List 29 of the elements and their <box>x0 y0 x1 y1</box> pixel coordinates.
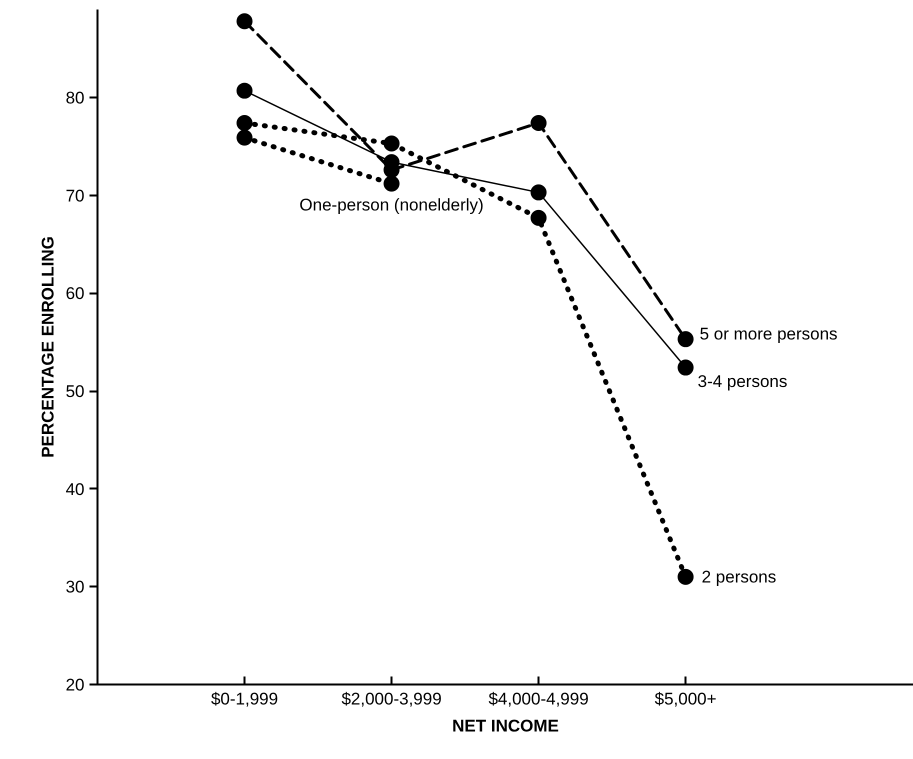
x-tick-label: $5,000+ <box>654 690 717 708</box>
point <box>236 130 253 146</box>
series-label: 5 or more persons <box>700 324 838 344</box>
point <box>384 176 400 192</box>
point <box>678 360 694 376</box>
y-tick-label: 30 <box>66 578 85 597</box>
x-tick-label: $0-1,999 <box>210 690 278 708</box>
point <box>530 184 547 200</box>
point <box>236 13 253 30</box>
x-tick-label: $2,000-3,999 <box>341 690 442 708</box>
y-tick-label: 40 <box>66 480 85 499</box>
y-axis-title: PERCENTAGE ENROLLING <box>38 236 58 458</box>
point <box>236 82 253 99</box>
y-tick-label: 60 <box>66 284 85 304</box>
series-label: 2 persons <box>702 567 776 586</box>
x-axis-title: NET INCOME <box>452 716 559 736</box>
y-tick-label: 20 <box>66 676 85 694</box>
series-label: 3-4 persons <box>698 372 788 392</box>
point <box>678 331 694 348</box>
series-label: One-person (nonelderly) <box>299 196 484 215</box>
point <box>236 114 253 131</box>
point <box>678 568 694 585</box>
point <box>530 114 547 131</box>
y-tick-label: 50 <box>66 382 85 402</box>
y-tick-label: 70 <box>66 186 85 206</box>
x-tick-label: $4,000-4,999 <box>488 690 589 708</box>
point <box>384 136 400 152</box>
point <box>530 210 547 226</box>
y-tick-label: 80 <box>66 88 85 108</box>
